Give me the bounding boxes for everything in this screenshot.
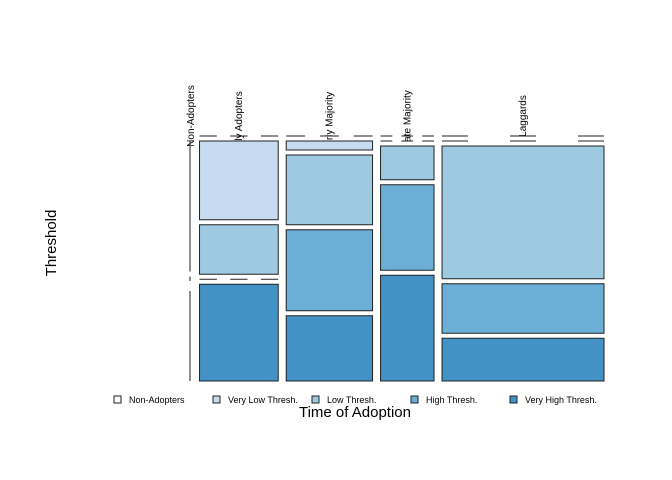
column-label-3: ate Majority (402, 90, 413, 142)
legend-label-2: Low Thresh. (327, 395, 376, 405)
tile-3-2 (380, 145, 435, 181)
tile-4-2 (441, 145, 605, 280)
column-label-2: rly Majority (324, 92, 335, 140)
legend-swatch-2 (311, 395, 320, 404)
mosaic-tiles (199, 140, 605, 382)
segment-ticks (189, 135, 604, 381)
tile-3-3 (380, 184, 435, 271)
tile-2-1 (285, 140, 374, 151)
column-label-0: Non-Adopters (186, 85, 197, 147)
legend-label-4: Very High Thresh. (525, 395, 597, 405)
legend-swatch-1 (212, 395, 221, 404)
tile-2-4 (285, 315, 374, 382)
legend-label-0: Non-Adopters (129, 395, 185, 405)
y-axis-title: Threshold (43, 210, 60, 277)
legend-label-3: High Thresh. (426, 395, 477, 405)
legend: Non-Adopters Very Low Thresh. Low Thresh. H… (113, 395, 597, 405)
tile-1-2 (199, 224, 279, 275)
column-labels: Non-Adopters ly Adopters rly Majority ate M… (186, 85, 529, 147)
legend-swatch-4 (509, 395, 518, 404)
tile-2-3 (285, 229, 374, 312)
legend-label-1: Very Low Thresh. (228, 395, 298, 405)
x-axis-title: Time of Adoption (299, 404, 411, 421)
column-label-1: ly Adopters (234, 91, 245, 140)
tile-1-4 (199, 283, 279, 382)
legend-swatch-3 (410, 395, 419, 404)
tile-4-4 (441, 337, 605, 382)
tile-2-2 (285, 154, 374, 226)
legend-swatch-0 (113, 395, 122, 404)
column-label-4: Laggards (518, 95, 529, 137)
tile-4-3 (441, 283, 605, 334)
tile-1-1 (199, 140, 279, 221)
tile-3-4 (380, 274, 435, 382)
